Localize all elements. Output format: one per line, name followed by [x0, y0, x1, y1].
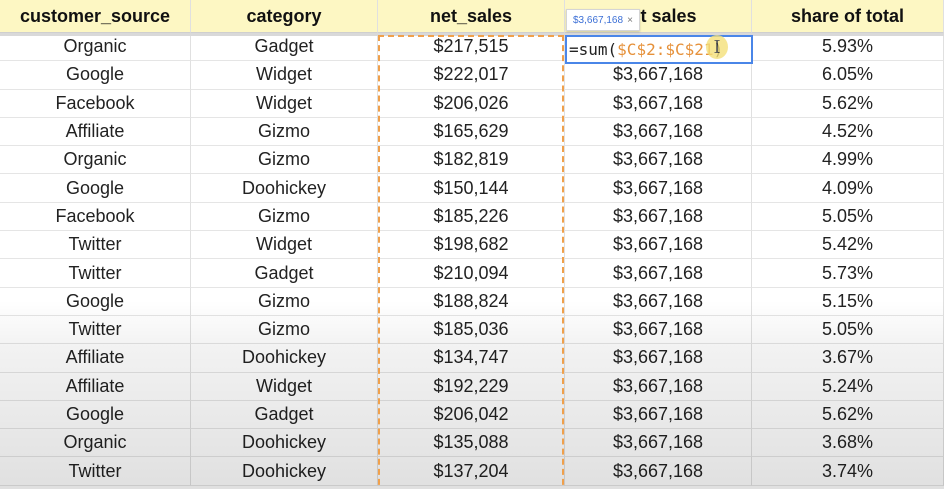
- cell-net-sales[interactable]: $137,204: [378, 457, 565, 486]
- cell-category[interactable]: Gizmo: [191, 117, 378, 147]
- cell-share-of-total[interactable]: 5.42%: [752, 231, 944, 260]
- cell-customer-source[interactable]: Google: [0, 61, 191, 90]
- formula-preview-tooltip: $3,667,168 ×: [566, 9, 640, 31]
- cell-net-sales[interactable]: $192,229: [378, 372, 565, 401]
- cell-total-net-sales[interactable]: $3,667,168: [565, 89, 752, 118]
- cell-customer-source[interactable]: Google: [0, 174, 191, 203]
- cell-net-sales[interactable]: $206,042: [378, 400, 565, 430]
- formula-function: =sum(: [569, 40, 618, 59]
- cell-net-sales[interactable]: $217,515: [378, 33, 565, 62]
- cell-customer-source[interactable]: Organic: [0, 146, 191, 175]
- cell-customer-source[interactable]: Affiliate: [0, 117, 191, 147]
- header-category[interactable]: category: [191, 0, 378, 33]
- cell-category[interactable]: Doohickey: [191, 344, 378, 373]
- text-cursor-icon: I: [706, 35, 728, 59]
- cell-share-of-total[interactable]: 5.05%: [752, 202, 944, 232]
- cell-share-of-total[interactable]: 3.74%: [752, 457, 944, 486]
- cell-category[interactable]: Widget: [191, 231, 378, 260]
- cell-total-net-sales[interactable]: $3,667,168: [565, 400, 752, 430]
- tooltip-value: $3,667,168: [573, 14, 624, 26]
- cell-share-of-total[interactable]: 3.68%: [752, 429, 944, 458]
- header-net-sales[interactable]: net_sales: [378, 0, 565, 33]
- cell-share-of-total[interactable]: 5.62%: [752, 400, 944, 430]
- cell-share-of-total[interactable]: 4.99%: [752, 146, 944, 175]
- cell-customer-source[interactable]: Facebook: [0, 202, 191, 232]
- cell-category[interactable]: Gizmo: [191, 202, 378, 232]
- cell-customer-source[interactable]: Affiliate: [0, 344, 191, 373]
- cell-total-net-sales[interactable]: $3,667,168: [565, 117, 752, 147]
- cell-net-sales[interactable]: $198,682: [378, 231, 565, 260]
- cell-total-net-sales[interactable]: $3,667,168: [565, 259, 752, 288]
- cell-total-net-sales[interactable]: $3,667,168: [565, 287, 752, 316]
- cell-category[interactable]: Doohickey: [191, 429, 378, 458]
- header-customer-source[interactable]: customer_source: [0, 0, 191, 33]
- cell-customer-source[interactable]: Twitter: [0, 259, 191, 288]
- cell-total-net-sales[interactable]: $3,667,168: [565, 174, 752, 203]
- cell-category[interactable]: Gizmo: [191, 315, 378, 345]
- cell-category[interactable]: Doohickey: [191, 174, 378, 203]
- cell-net-sales[interactable]: $206,026: [378, 89, 565, 118]
- cell-net-sales[interactable]: $210,094: [378, 259, 565, 288]
- cell-category[interactable]: Widget: [191, 372, 378, 401]
- cell-customer-source[interactable]: Organic: [0, 33, 191, 62]
- cell-category[interactable]: Gizmo: [191, 146, 378, 175]
- cell-total-net-sales[interactable]: $3,667,168: [565, 202, 752, 232]
- cell-total-net-sales[interactable]: $3,667,168: [565, 146, 752, 175]
- cell-customer-source[interactable]: Facebook: [0, 89, 191, 118]
- cell-customer-source[interactable]: Google: [0, 287, 191, 316]
- cell-category[interactable]: Gadget: [191, 33, 378, 62]
- cell-total-net-sales[interactable]: $3,667,168: [565, 372, 752, 401]
- cell-category[interactable]: Doohickey: [191, 457, 378, 486]
- cell-category[interactable]: Gizmo: [191, 287, 378, 316]
- cell-total-net-sales[interactable]: $3,667,168: [565, 315, 752, 345]
- cell-category[interactable]: Widget: [191, 89, 378, 118]
- cell-net-sales[interactable]: $135,088: [378, 429, 565, 458]
- cell-share-of-total[interactable]: 4.52%: [752, 117, 944, 147]
- cell-share-of-total[interactable]: 3.67%: [752, 344, 944, 373]
- cell-net-sales[interactable]: $134,747: [378, 344, 565, 373]
- cell-total-net-sales[interactable]: $3,667,168: [565, 61, 752, 90]
- cell-net-sales[interactable]: $185,226: [378, 202, 565, 232]
- cell-net-sales[interactable]: $188,824: [378, 287, 565, 316]
- cell-total-net-sales[interactable]: $3,667,168: [565, 231, 752, 260]
- cell-customer-source[interactable]: Google: [0, 400, 191, 430]
- cell-category[interactable]: Widget: [191, 61, 378, 90]
- cell-customer-source[interactable]: Twitter: [0, 457, 191, 486]
- cell-share-of-total[interactable]: 5.15%: [752, 287, 944, 316]
- formula-range: $C$2:$C$21: [617, 40, 714, 59]
- cell-share-of-total[interactable]: 6.05%: [752, 61, 944, 90]
- cell-net-sales[interactable]: $150,144: [378, 174, 565, 203]
- cell-share-of-total[interactable]: 5.93%: [752, 33, 944, 62]
- cell-net-sales[interactable]: $182,819: [378, 146, 565, 175]
- cell-category[interactable]: Gadget: [191, 400, 378, 430]
- cell-net-sales[interactable]: $185,036: [378, 315, 565, 345]
- cell-total-net-sales[interactable]: $3,667,168: [565, 344, 752, 373]
- cell-total-net-sales[interactable]: $3,667,168: [565, 429, 752, 458]
- tooltip-close-icon[interactable]: ×: [627, 14, 633, 26]
- cell-net-sales[interactable]: $222,017: [378, 61, 565, 90]
- cell-share-of-total[interactable]: 5.73%: [752, 259, 944, 288]
- cell-share-of-total[interactable]: 5.24%: [752, 372, 944, 401]
- cell-customer-source[interactable]: Twitter: [0, 231, 191, 260]
- cell-customer-source[interactable]: Affiliate: [0, 372, 191, 401]
- cell-share-of-total[interactable]: 5.05%: [752, 315, 944, 345]
- header-share-of-total[interactable]: share of total: [752, 0, 944, 33]
- selected-row-highlight: [0, 33, 944, 36]
- cell-customer-source[interactable]: Twitter: [0, 315, 191, 345]
- cell-total-net-sales[interactable]: $3,667,168: [565, 457, 752, 486]
- cell-customer-source[interactable]: Organic: [0, 429, 191, 458]
- cell-share-of-total[interactable]: 5.62%: [752, 89, 944, 118]
- cell-category[interactable]: Gadget: [191, 259, 378, 288]
- cell-net-sales[interactable]: $165,629: [378, 117, 565, 147]
- cell-share-of-total[interactable]: 4.09%: [752, 174, 944, 203]
